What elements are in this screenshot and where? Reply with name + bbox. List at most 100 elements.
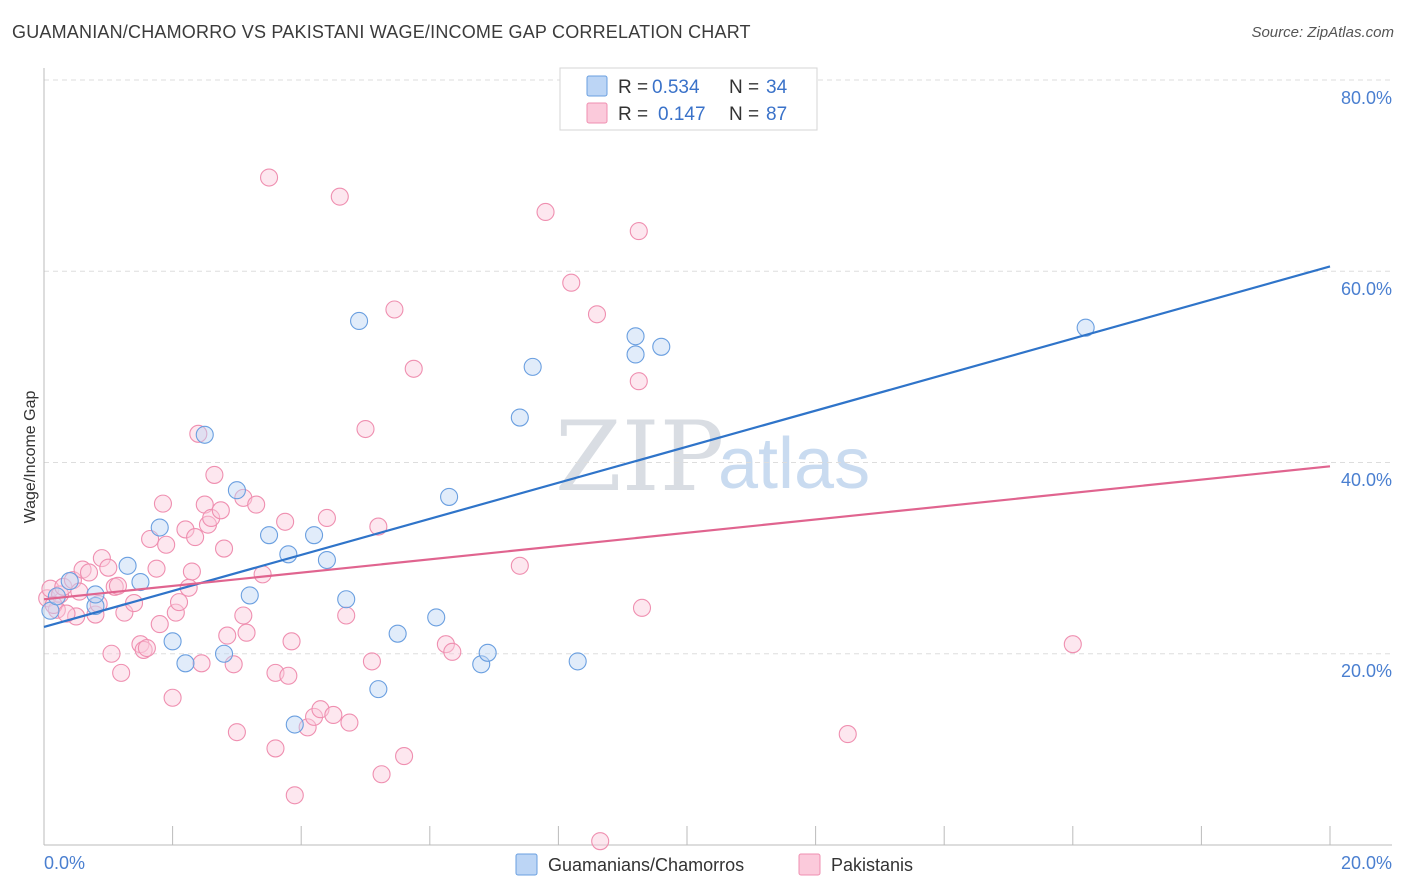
- data-point-pakistanis: [282, 632, 301, 651]
- trendline-guamanians: [43, 265, 1331, 629]
- data-point-pakistanis: [205, 465, 224, 484]
- data-point-guamanians: [510, 408, 529, 427]
- data-point-guamanians: [285, 715, 304, 734]
- data-point-pakistanis: [102, 644, 121, 663]
- y-tick-label: 20.0%: [1341, 661, 1392, 681]
- data-point-pakistanis: [305, 707, 324, 726]
- data-point-pakistanis: [214, 539, 234, 558]
- legend-n-value: 34: [766, 77, 788, 98]
- data-point-pakistanis: [436, 635, 455, 654]
- data-point-pakistanis: [150, 615, 169, 634]
- data-point-pakistanis: [137, 638, 156, 658]
- bottom-legend-label-guamanians: Guamanians/Chamorros: [548, 855, 744, 875]
- y-tick-label: 60.0%: [1341, 279, 1392, 299]
- data-point-pakistanis: [266, 739, 285, 758]
- y-tick-label: 40.0%: [1341, 470, 1392, 490]
- data-point-pakistanis: [276, 512, 295, 531]
- data-point-guamanians: [626, 345, 645, 364]
- data-point-guamanians: [150, 518, 169, 537]
- data-point-pakistanis: [192, 654, 211, 673]
- data-point-guamanians: [240, 586, 259, 605]
- data-point-guamanians: [163, 632, 182, 651]
- data-point-guamanians: [478, 643, 497, 662]
- data-point-pakistanis: [330, 187, 349, 206]
- data-point-pakistanis: [211, 501, 230, 520]
- legend-swatch-guamanians: [586, 75, 608, 97]
- data-point-guamanians: [440, 487, 459, 506]
- data-point-pakistanis: [536, 202, 555, 222]
- data-point-pakistanis: [356, 419, 375, 439]
- data-point-pakistanis: [369, 517, 388, 536]
- data-point-guamanians: [195, 425, 214, 444]
- data-point-guamanians: [176, 654, 195, 673]
- data-point-pakistanis: [134, 640, 153, 659]
- watermark-zip: ZIP: [555, 401, 724, 513]
- y-axis-title: Wage/Income Gap: [22, 391, 39, 524]
- y-tick-labels: 20.0% 40.0% 60.0% 80.0%: [1341, 88, 1392, 681]
- data-point-guamanians: [1076, 318, 1095, 337]
- data-point-guamanians: [118, 556, 137, 575]
- legend-r-label: R =: [618, 104, 648, 125]
- data-point-pakistanis: [337, 606, 356, 625]
- data-point-guamanians: [214, 644, 234, 663]
- data-point-pakistanis: [153, 494, 173, 513]
- data-point-pakistanis: [112, 663, 131, 682]
- data-point-guamanians: [259, 526, 279, 545]
- legend-swatch-pakistanis: [586, 102, 608, 124]
- data-point-pakistanis: [385, 300, 404, 319]
- data-point-pakistanis: [176, 520, 195, 539]
- data-point-pakistanis: [591, 832, 610, 851]
- data-point-pakistanis: [166, 603, 185, 622]
- data-point-guamanians: [369, 680, 388, 699]
- legend-n-label: N =: [729, 77, 759, 98]
- data-point-pakistanis: [169, 593, 189, 612]
- data-point-guamanians: [317, 550, 336, 570]
- bottom-legend-swatch-pakistanis: [798, 853, 821, 876]
- data-point-pakistanis: [510, 556, 529, 575]
- data-point-pakistanis: [247, 495, 266, 514]
- data-point-pakistanis: [404, 359, 423, 378]
- legend-n-value: 87: [766, 104, 787, 125]
- data-point-pakistanis: [372, 765, 391, 784]
- data-point-guamanians: [60, 572, 79, 591]
- data-point-guamanians: [131, 572, 150, 592]
- data-point-pakistanis: [189, 424, 208, 443]
- data-point-pakistanis: [202, 508, 221, 528]
- data-point-guamanians: [472, 655, 491, 674]
- series-guamanians-points: [41, 311, 1095, 734]
- data-point-guamanians: [652, 337, 671, 356]
- data-point-pakistanis: [182, 562, 201, 581]
- data-point-pakistanis: [163, 688, 182, 707]
- data-point-guamanians: [388, 624, 407, 643]
- data-point-pakistanis: [227, 723, 246, 742]
- x-tick-label: 20.0%: [1341, 853, 1392, 873]
- x-axis-ticks: [43, 826, 1331, 845]
- data-point-guamanians: [350, 311, 369, 331]
- data-point-pakistanis: [234, 606, 253, 625]
- source-label: Source: ZipAtlas.com: [1251, 24, 1394, 41]
- legend-r-value: 0.147: [658, 104, 706, 125]
- gridlines: [44, 79, 1392, 655]
- data-point-pakistanis: [443, 642, 462, 661]
- series-legend: Guamanians/Chamorros Pakistanis: [515, 853, 913, 876]
- legend-r-value: 0.534: [652, 77, 700, 98]
- y-tick-label: 80.0%: [1341, 88, 1392, 108]
- bottom-legend-swatch-guamanians: [515, 853, 538, 876]
- data-point-pakistanis: [587, 305, 607, 324]
- data-point-guamanians: [523, 357, 542, 376]
- data-point-pakistanis: [285, 786, 304, 805]
- data-point-pakistanis: [395, 747, 414, 766]
- data-point-pakistanis: [317, 508, 336, 528]
- data-point-guamanians: [626, 327, 645, 346]
- data-point-pakistanis: [838, 725, 857, 744]
- data-point-pakistanis: [92, 549, 111, 568]
- data-point-pakistanis: [237, 623, 256, 642]
- data-point-pakistanis: [79, 563, 99, 582]
- watermark-atlas: atlas: [718, 424, 870, 504]
- data-point-pakistanis: [362, 652, 381, 671]
- data-point-pakistanis: [632, 598, 652, 617]
- legend-r-label: R =: [618, 77, 648, 98]
- legend-n-label: N =: [729, 104, 759, 125]
- data-point-pakistanis: [562, 273, 581, 292]
